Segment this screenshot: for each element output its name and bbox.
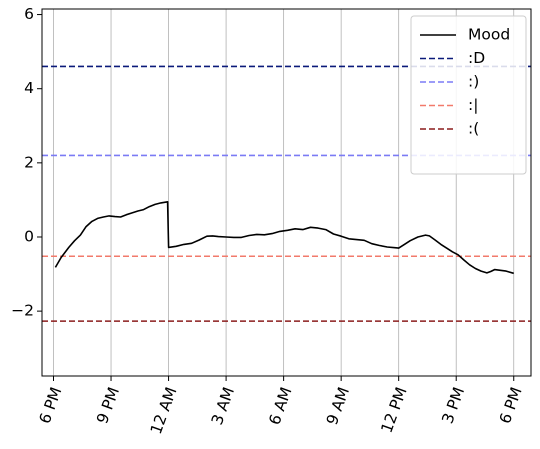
x-tick-label: 3 PM	[438, 385, 468, 426]
x-tick-label: 9 AM	[323, 385, 353, 428]
legend-label: :(	[468, 120, 479, 138]
y-tick-label: 2	[24, 153, 34, 171]
legend-label: :D	[468, 49, 485, 67]
x-tick-label: 6 AM	[265, 385, 295, 428]
x-tick-label: 6 PM	[36, 385, 66, 426]
mood-series	[54, 201, 514, 275]
y-tick-label: 4	[24, 79, 34, 97]
legend: Mood :D:) :| :(	[410, 15, 527, 175]
y-tick-label: 6	[24, 5, 34, 23]
y-axis: −2 0 2 4 6	[11, 5, 42, 320]
y-tick-label: −2	[11, 302, 34, 320]
plot-frame	[41, 8, 532, 377]
legend-box	[410, 15, 527, 175]
x-tick-label: 9 PM	[93, 385, 123, 426]
legend-label: :|	[468, 96, 478, 114]
x-axis: 6 PM 9 PM 12 AM 3 AM 6 AM 9 AM 12 PM 3 PM 6 PM	[36, 376, 526, 437]
x-gridlines	[53, 9, 515, 376]
x-tick-label: 12 AM	[147, 385, 181, 437]
legend-label: :)	[468, 73, 479, 91]
x-tick-label: 3 AM	[208, 385, 238, 428]
x-tick-label: 12 PM	[378, 385, 411, 436]
mood-line	[54, 201, 514, 275]
legend-label: Mood	[468, 26, 510, 44]
y-tick-label: 0	[24, 227, 34, 245]
x-tick-label: 6 PM	[496, 385, 526, 426]
